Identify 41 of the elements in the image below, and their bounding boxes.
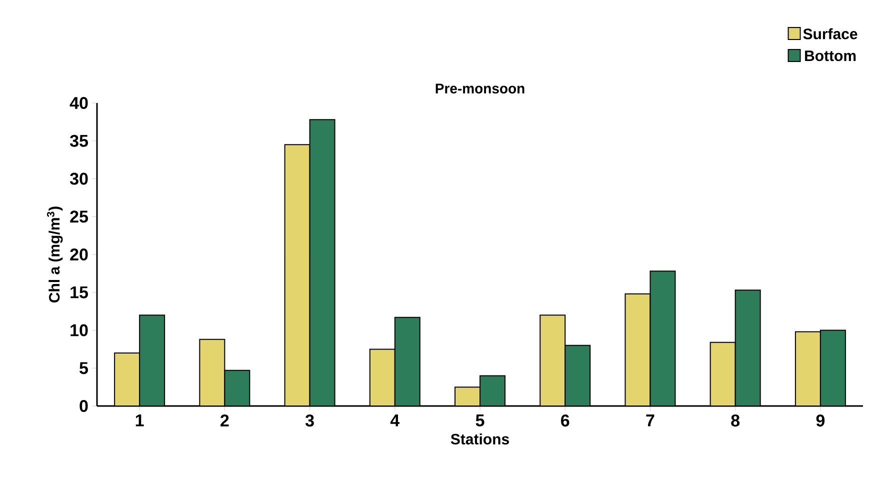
y-tick-label: 10 xyxy=(70,324,88,336)
bar xyxy=(199,338,226,406)
x-tick-label: 5 xyxy=(476,414,484,426)
bar xyxy=(114,352,140,406)
bar xyxy=(710,342,736,406)
x-tick-label: 3 xyxy=(305,414,314,427)
y-tick-label: 15 xyxy=(70,286,88,298)
bar xyxy=(734,290,761,406)
bar xyxy=(540,314,566,406)
x-tick-label: 4 xyxy=(390,414,400,426)
legend-label: Surface xyxy=(803,28,858,40)
bar xyxy=(224,370,250,406)
y-tick-label: 20 xyxy=(70,248,88,261)
x-axis-title: Stations xyxy=(450,433,509,444)
legend-label: Bottom xyxy=(805,50,856,62)
y-tick-label: 5 xyxy=(80,362,88,374)
bar xyxy=(794,331,821,406)
bar xyxy=(480,375,506,406)
bar xyxy=(650,270,676,406)
bar xyxy=(454,386,481,406)
y-tick-label: 30 xyxy=(70,172,88,185)
bar xyxy=(139,314,166,406)
y-tick-label: 0 xyxy=(80,400,88,412)
y-tick-label: 40 xyxy=(70,96,88,110)
x-tick-label: 6 xyxy=(561,414,570,427)
y-tick-label: 25 xyxy=(70,210,88,223)
y-tick-label: 35 xyxy=(70,134,88,147)
x-tick-label: 9 xyxy=(816,414,825,427)
x-tick-label: 7 xyxy=(646,414,654,426)
bar xyxy=(369,348,396,406)
y-axis-title: Chl a (mg/m$^{3}$) xyxy=(46,206,63,302)
bar xyxy=(820,330,846,406)
x-tick-label: 2 xyxy=(220,414,229,426)
bar xyxy=(394,316,420,406)
bar xyxy=(309,119,336,406)
chart-title: Pre-monsoon xyxy=(436,84,524,94)
bar xyxy=(564,344,591,406)
bar xyxy=(624,293,651,406)
bar xyxy=(284,144,310,406)
x-tick-label: 8 xyxy=(731,414,740,427)
x-tick-label: 1 xyxy=(136,414,144,426)
